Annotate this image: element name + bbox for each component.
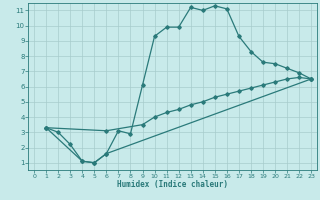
- X-axis label: Humidex (Indice chaleur): Humidex (Indice chaleur): [117, 180, 228, 189]
